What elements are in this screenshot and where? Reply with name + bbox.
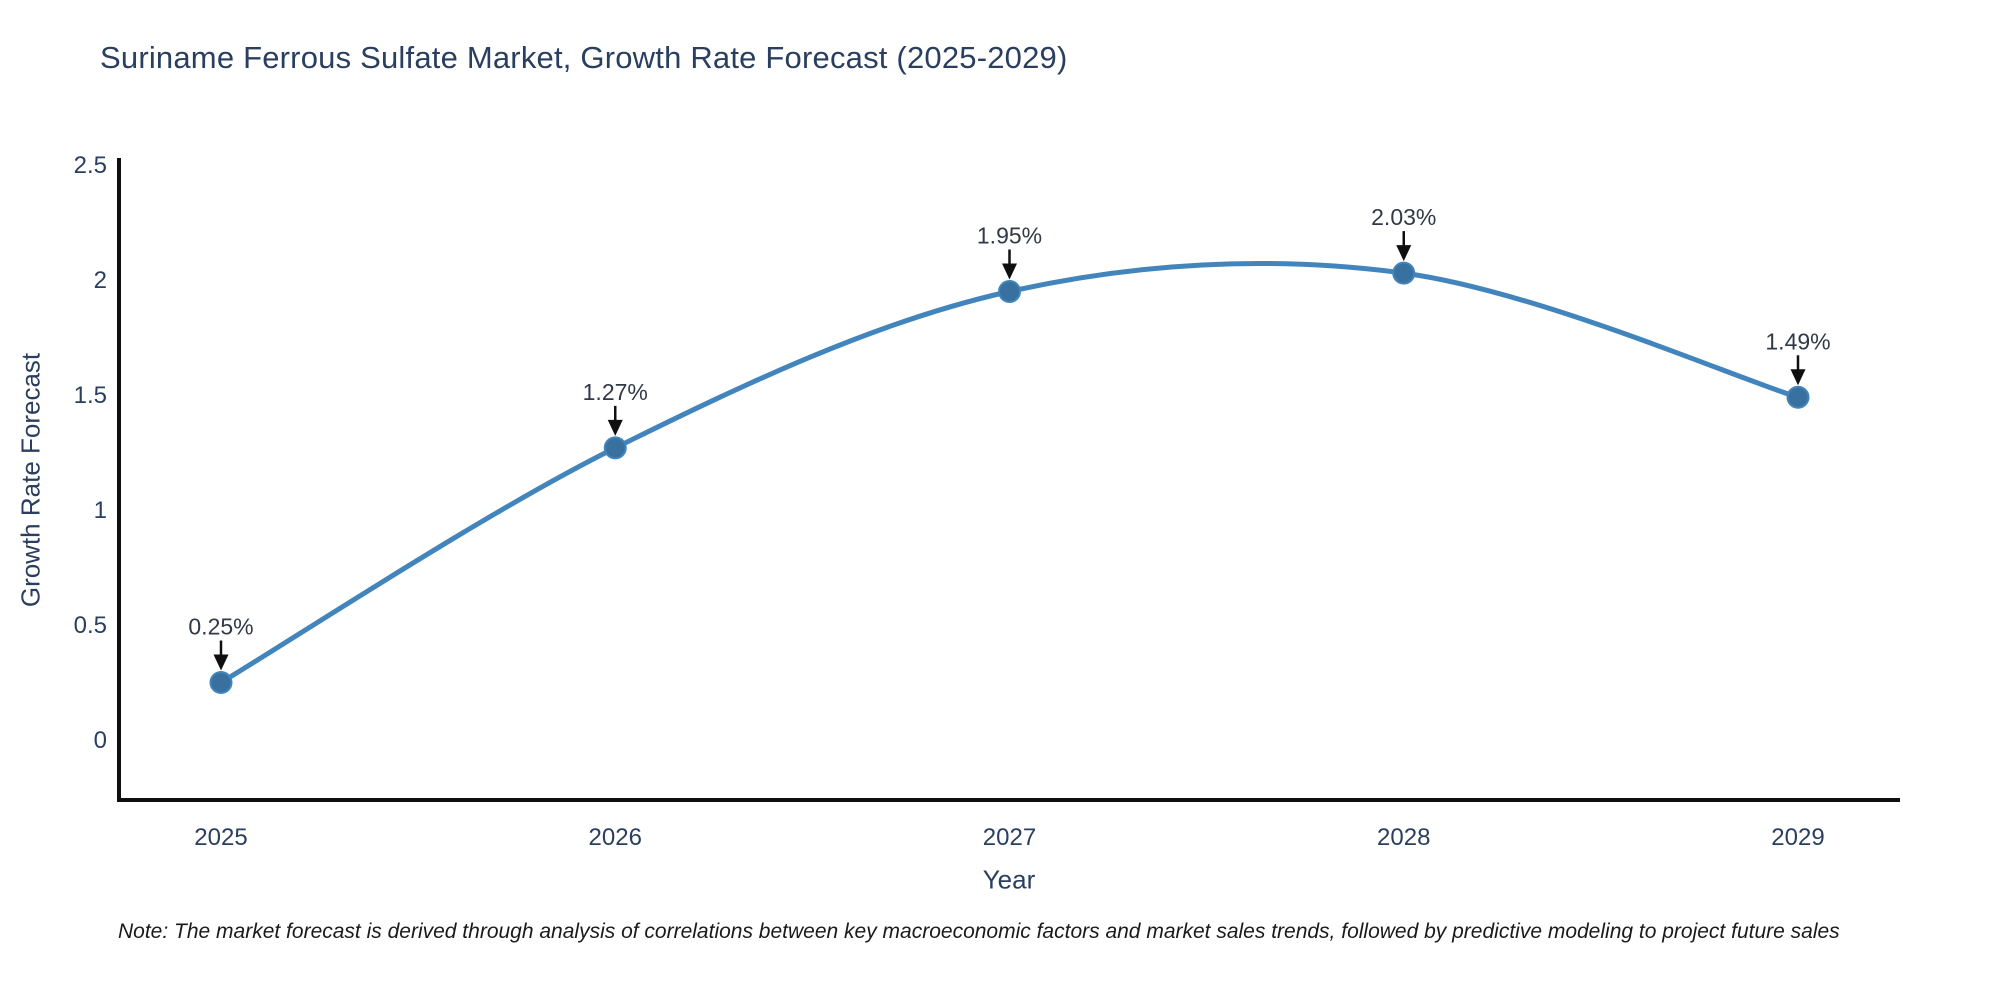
x-tick-label: 2028 (1377, 824, 1430, 851)
data-point-marker (603, 436, 627, 460)
series-line (218, 261, 1801, 685)
x-tick-label: 2029 (1771, 824, 1824, 851)
y-tick-label: 2.5 (74, 152, 107, 179)
data-point-marker (1786, 385, 1810, 409)
annotation-arrowhead (607, 419, 623, 436)
x-tick-label: 2026 (589, 824, 642, 851)
data-point-marker (998, 280, 1021, 303)
x-axis-title: Year (982, 864, 1036, 895)
annotation-arrowhead (1002, 263, 1017, 280)
y-tick-label: 0 (94, 727, 107, 754)
annotation-arrowhead (1790, 369, 1806, 386)
point-annotation-label: 1.27% (583, 379, 648, 405)
y-tick-label: 1.5 (74, 382, 107, 409)
data-point-marker (209, 671, 233, 694)
x-tick-label: 2025 (194, 824, 247, 851)
point-annotation-label: 1.49% (1765, 328, 1830, 354)
data-point-marker (1392, 261, 1416, 285)
point-annotation-label: 0.25% (188, 614, 253, 640)
y-tick-label: 2 (94, 267, 107, 294)
chart-title: Suriname Ferrous Sulfate Market, Growth … (100, 40, 1068, 75)
y-tick-label: 1 (94, 497, 107, 524)
y-tick-label: 0.5 (74, 612, 107, 639)
point-annotation-label: 1.95% (977, 223, 1042, 249)
footnote: Note: The market forecast is derived thr… (118, 920, 1840, 943)
annotation-arrowhead (213, 654, 229, 671)
annotation-arrowhead (1396, 245, 1412, 262)
point-annotation-label: 2.03% (1371, 204, 1436, 230)
x-tick-label: 2027 (983, 824, 1036, 851)
